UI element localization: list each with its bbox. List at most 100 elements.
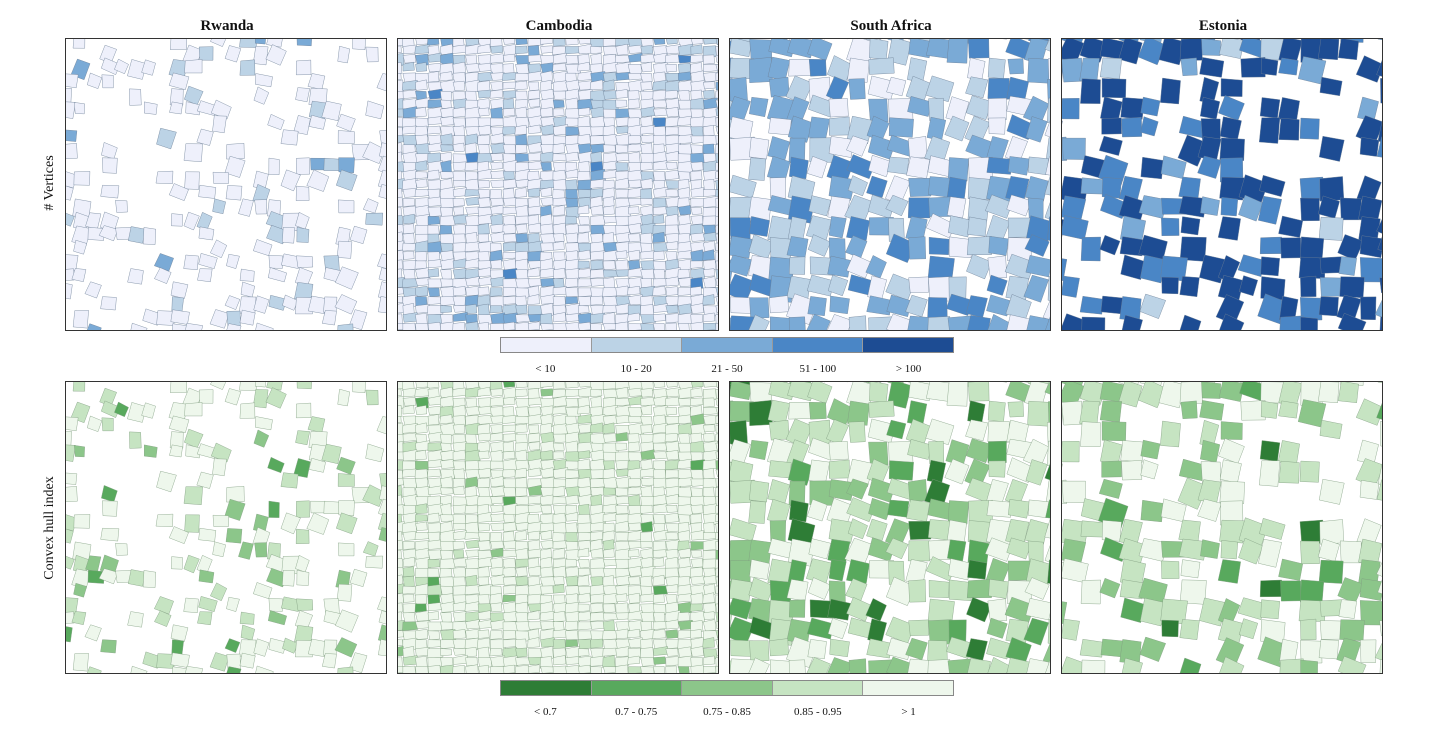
field-parcel [415,666,429,673]
field-parcel [514,388,528,398]
field-parcel [465,611,481,623]
field-parcel [338,500,355,516]
field-parcel [590,548,604,559]
field-parcel [239,268,255,282]
field-parcel [715,242,718,251]
field-parcel [828,559,847,582]
field-parcel [590,53,603,66]
field-parcel [627,505,643,516]
field-parcel [142,227,156,245]
field-parcel [1008,156,1031,176]
field-parcel [565,126,580,136]
field-parcel [690,44,703,55]
field-parcel [198,569,215,584]
field-parcel [1045,316,1050,330]
field-parcel [749,640,770,662]
field-parcel [564,389,580,398]
field-parcel [690,382,704,388]
field-parcel [452,322,466,330]
field-parcel [602,90,618,100]
field-parcel [477,450,490,460]
field-parcel [715,314,718,325]
field-parcel [615,505,629,515]
field-parcel [1360,296,1377,320]
field-parcel [527,160,543,171]
field-parcel [398,539,404,551]
field-parcel [306,512,330,535]
field-parcel [402,278,419,288]
field-parcel [72,382,86,392]
field-parcel [552,602,568,614]
field-parcel [321,443,342,464]
field-parcel [552,540,568,550]
field-parcel [652,494,667,506]
field-parcel [490,522,505,532]
field-parcel [440,107,456,118]
field-parcel [702,478,717,489]
field-parcel [602,503,618,514]
field-parcel [653,313,666,322]
field-parcel [1259,518,1286,540]
field-parcel [477,629,490,639]
field-parcel [87,226,105,241]
field-parcel [515,647,528,658]
field-parcel [702,583,716,596]
field-parcel [502,514,515,524]
field-parcel [602,152,619,164]
field-parcel [703,97,718,110]
field-parcel [627,486,643,496]
field-parcel [640,198,653,206]
field-parcel [665,407,678,416]
field-parcel [402,151,418,164]
field-parcel [540,39,553,45]
field-parcel [1042,300,1050,321]
field-parcel [398,196,404,208]
field-parcel [452,296,468,307]
field-parcel [1027,156,1049,175]
field-parcel [987,57,1006,79]
field-parcel [1025,459,1048,486]
legend-label: 51 - 100 [799,363,837,375]
field-parcel [565,39,579,46]
field-parcel [439,414,453,425]
field-parcel [102,157,118,174]
field-parcel [254,542,268,558]
field-parcel [653,442,667,452]
field-parcel [1177,477,1208,510]
field-parcel [690,629,703,639]
field-parcel [1217,216,1241,241]
field-parcel [74,102,85,115]
field-parcel [908,521,932,540]
field-parcel [402,585,416,595]
field-parcel [665,450,679,461]
field-parcel [652,612,666,623]
field-parcel [577,639,592,650]
field-parcel [789,156,809,180]
field-parcel [665,584,679,594]
field-parcel [703,195,718,208]
field-parcel [653,99,667,109]
field-parcel [255,322,274,330]
field-parcel [427,224,440,236]
field-parcel [1139,636,1166,662]
field-parcel [295,185,310,201]
field-parcel [1045,480,1050,506]
field-parcel [515,449,528,462]
field-parcel [101,142,118,160]
field-parcel [770,316,792,330]
field-parcel [365,212,384,226]
field-parcel [515,215,531,225]
field-parcel [665,213,679,227]
field-parcel [334,609,359,633]
row-label-convex-hull: Convex hull index [42,476,57,580]
field-parcel [515,153,530,163]
field-parcel [268,157,280,175]
field-parcel [1259,579,1283,598]
field-parcel [427,206,442,217]
field-parcel [577,107,591,116]
field-parcel [1062,98,1080,120]
field-parcel [1380,421,1382,447]
field-parcel [1080,78,1101,104]
field-parcel [1278,117,1300,141]
field-parcel [490,460,506,470]
